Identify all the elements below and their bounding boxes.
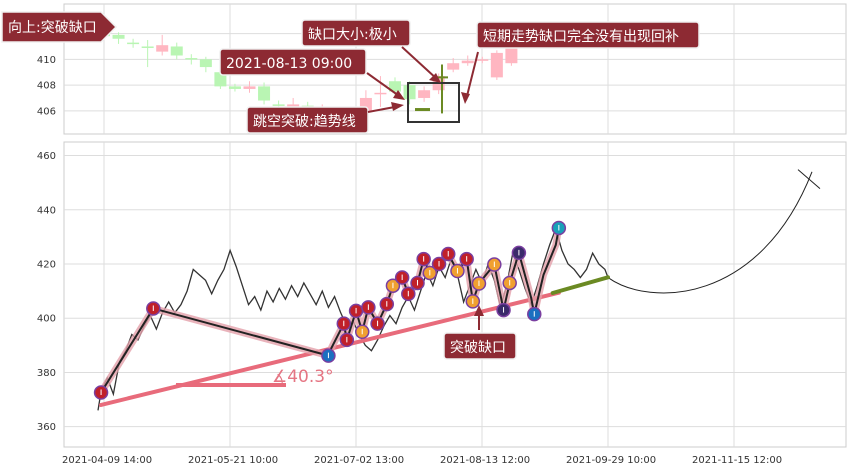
candle-body bbox=[476, 59, 489, 61]
short-term-arrow-head bbox=[461, 92, 470, 104]
x-tick-label: 2021-04-09 14:00 bbox=[62, 455, 152, 466]
candle-body bbox=[389, 81, 401, 92]
angle-label: ∡40.3° bbox=[272, 367, 334, 387]
candle-body bbox=[447, 63, 460, 70]
candle-body bbox=[272, 104, 285, 106]
trend-label-box bbox=[246, 106, 369, 134]
bottom-y-tick-label: 440 bbox=[37, 205, 56, 216]
bottom-y-tick-label: 400 bbox=[37, 314, 56, 325]
breakout-label-box bbox=[1, 11, 118, 43]
candle-body bbox=[199, 59, 212, 68]
candle-body bbox=[112, 34, 125, 39]
bottom-panel-frame bbox=[63, 141, 847, 448]
callout-arrow-heads bbox=[391, 73, 484, 316]
projection-end-tick bbox=[797, 169, 821, 190]
bottom-y-tick-label: 360 bbox=[37, 422, 56, 433]
gap-size-box bbox=[301, 19, 411, 47]
candle-body bbox=[490, 52, 503, 78]
gap-size-arrow bbox=[401, 46, 439, 81]
bottom-y-tick-label: 380 bbox=[37, 368, 56, 379]
candle-body bbox=[141, 46, 154, 48]
candle-body bbox=[243, 86, 256, 89]
x-tick-label: 2021-07-02 13:00 bbox=[314, 455, 404, 466]
gap-label: 突破缺口 bbox=[450, 340, 506, 356]
short-term-label: 短期走势缺口完全没有出现回补 bbox=[483, 28, 679, 45]
gap-size-label: 缺口大小:极小 bbox=[308, 27, 397, 43]
date-label-box bbox=[219, 48, 367, 76]
short-term-arrow bbox=[465, 51, 479, 101]
candle-body bbox=[258, 86, 271, 101]
top-y-tick-label: 406 bbox=[37, 106, 56, 117]
x-tick-label: 2021-05-21 10:00 bbox=[188, 455, 278, 466]
candle-body bbox=[418, 90, 431, 98]
candle-body bbox=[156, 45, 169, 52]
gap-size-arrow-head bbox=[429, 73, 441, 83]
trend-label: 跳空突破:趋势线 bbox=[253, 114, 356, 130]
bottom-y-tick-label: 460 bbox=[37, 151, 56, 162]
breakout-label: 向上:突破缺口 bbox=[8, 20, 97, 36]
top-y-tick-label: 410 bbox=[37, 55, 56, 66]
projection-curve bbox=[607, 171, 813, 294]
short-term-label-box bbox=[476, 21, 700, 49]
annotation-layer: ∡40.3° 向上:突破缺口 缺口大小:极小 2021-08-13 09:00 … bbox=[1, 11, 700, 387]
gap-segment-line bbox=[550, 275, 610, 296]
candle-body bbox=[403, 85, 416, 100]
candle-body bbox=[228, 86, 241, 89]
top-panel-y-ticks: 406408410412 bbox=[37, 29, 846, 117]
candle-body bbox=[170, 46, 183, 56]
bottom-y-tick-label: 420 bbox=[37, 260, 56, 271]
bottom-panel-x-ticks: 2021-04-09 14:00 2021-05-21 10:00 2021-07-… bbox=[62, 142, 782, 466]
top-y-tick-label: 408 bbox=[37, 81, 56, 92]
gap-label-box bbox=[443, 332, 517, 360]
candle-body bbox=[127, 42, 140, 45]
candle-body bbox=[461, 60, 474, 64]
date-arrow-head bbox=[393, 90, 405, 100]
date-label: 2021-08-13 09:00 bbox=[226, 56, 352, 72]
x-tick-label: 2021-11-15 12:00 bbox=[692, 455, 782, 466]
marker-layer bbox=[93, 220, 567, 400]
trend-arrow-head bbox=[391, 102, 404, 111]
x-tick-label: 2021-09-29 10:00 bbox=[566, 455, 656, 466]
x-tick-label: 2021-08-13 12:00 bbox=[440, 455, 530, 466]
candle-body bbox=[214, 72, 227, 87]
gap-label-arrow-head bbox=[474, 305, 484, 316]
gap-highlight-box bbox=[407, 82, 460, 123]
candle-body bbox=[185, 58, 198, 60]
candle-body bbox=[374, 92, 387, 95]
